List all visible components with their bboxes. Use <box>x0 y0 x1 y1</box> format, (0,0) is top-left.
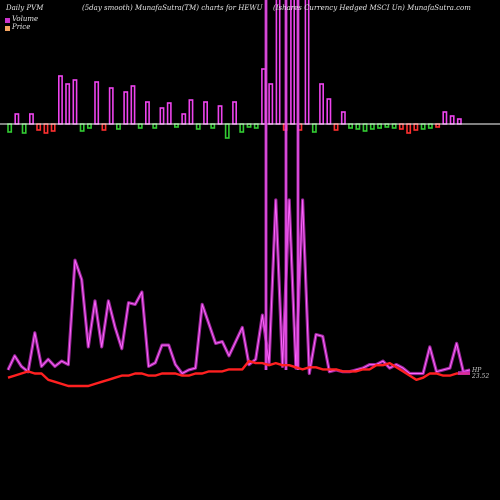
volume-bar <box>36 123 42 131</box>
volume-bar <box>159 107 165 125</box>
volume-bar <box>188 99 194 125</box>
volume-bar <box>130 85 136 125</box>
header-center: (5day smooth) MunafaSutra(TM) charts for… <box>82 4 263 12</box>
volume-bar <box>449 115 455 125</box>
volume-bar <box>43 123 49 134</box>
volume-bar <box>137 123 143 129</box>
volume-bar <box>442 111 448 125</box>
volume-bar <box>369 123 375 130</box>
price-legend-label: Price <box>12 23 31 31</box>
volume-bar <box>217 105 223 125</box>
volume-bar <box>391 123 397 129</box>
volume-bar <box>268 83 274 125</box>
price-line <box>7 359 470 388</box>
volume-bar <box>116 123 121 130</box>
volume-bar <box>239 123 245 133</box>
price-end-marker <box>458 371 470 375</box>
volume-bar <box>427 123 433 129</box>
volume-bar <box>377 123 382 129</box>
volume-bar <box>355 123 361 130</box>
volume-bar <box>275 0 281 125</box>
volume-bar <box>72 79 78 125</box>
volume-bar <box>362 123 368 132</box>
volume-bar <box>203 101 208 125</box>
volume-bar <box>57 75 63 125</box>
volume-bar <box>413 123 419 131</box>
volume-bar <box>304 0 310 125</box>
volume-bar <box>65 83 71 125</box>
price-tag-top: HP <box>472 367 482 374</box>
volume-bar <box>326 98 332 125</box>
volume-bar <box>166 102 172 125</box>
volume-bar <box>456 118 462 125</box>
volume-bar <box>311 123 317 133</box>
volume-line-glow <box>6 198 471 376</box>
volume-bar <box>290 0 295 125</box>
price-legend-swatch <box>5 26 10 31</box>
volume-bar <box>14 113 20 125</box>
volume-legend-swatch <box>5 18 10 23</box>
volume-bar <box>319 83 324 125</box>
volume-bar <box>398 123 404 130</box>
volume-line <box>7 199 471 374</box>
volume-bar <box>101 123 107 131</box>
volume-bar <box>21 123 27 134</box>
volume-bar <box>253 123 259 129</box>
volume-bar <box>94 81 100 125</box>
volume-bar <box>7 123 13 133</box>
volume-bar <box>340 111 346 125</box>
volume-bar <box>210 123 216 129</box>
header-left: Daily PVM <box>6 4 44 12</box>
header-right: (Ishares Currency Hedged MSCI Un) Munafa… <box>273 4 471 12</box>
volume-legend-label: Volume <box>12 15 39 23</box>
volume-bar <box>420 123 426 130</box>
volume-bar <box>123 91 129 125</box>
volume-bar <box>181 113 187 125</box>
volume-bar <box>224 123 230 139</box>
price-tag-value: 23.52 <box>472 373 490 380</box>
volume-bar <box>50 123 56 132</box>
volume-bar <box>232 101 237 125</box>
volume-bar <box>333 123 339 131</box>
volume-bar <box>28 113 34 125</box>
volume-bar <box>87 123 92 129</box>
volume-bar <box>152 123 158 129</box>
volume-bar <box>108 87 114 125</box>
volume-bar <box>145 101 150 125</box>
volume-bar <box>406 123 412 134</box>
volume-bar <box>195 123 201 130</box>
volume-bar <box>348 123 353 129</box>
volume-bar <box>79 123 85 132</box>
